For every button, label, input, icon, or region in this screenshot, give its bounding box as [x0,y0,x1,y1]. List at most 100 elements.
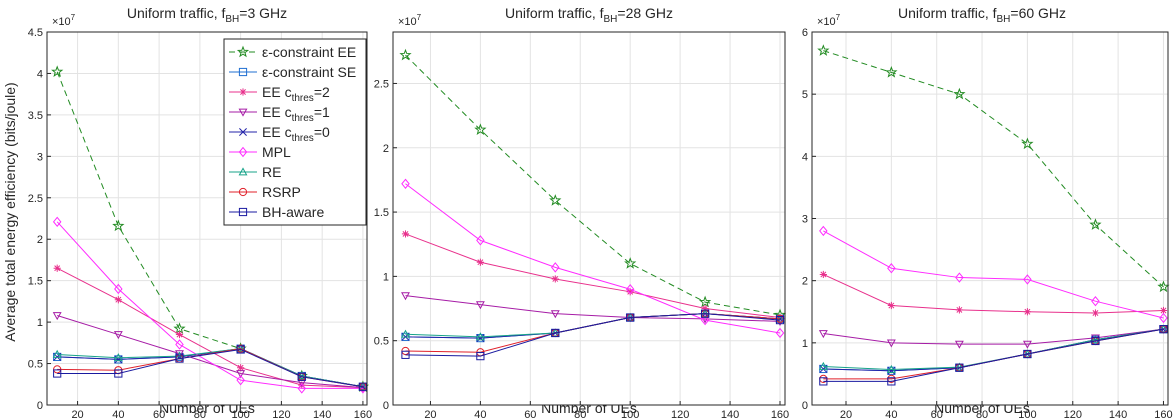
series-line-3 [56,267,363,389]
data-point [549,194,562,206]
plot-background [393,32,785,405]
x-tick-label: 140 [721,409,739,420]
data-point [175,330,184,339]
y-tick-label: 0.5 [374,336,389,348]
exponent-label-3: ×107 [817,13,841,28]
data-point [698,295,712,308]
data-point [701,309,710,318]
data-point [954,362,964,371]
data-point [1023,274,1032,285]
legend-marker [238,187,248,197]
y-tick-label: 2 [37,234,43,246]
data-point [1091,336,1100,346]
y-tick-label: 2.5 [374,78,389,90]
data-point [476,258,484,266]
x-tick-label: 100 [1018,409,1036,420]
data-point [51,65,64,77]
series-line-6 [823,230,1164,319]
legend-label: BH-aware [262,204,324,220]
y-tick-label: 4.5 [28,27,43,39]
data-point [298,381,306,389]
x-tick-label: 40 [885,409,897,420]
legend-label: RSRP [262,184,301,200]
data-point [887,263,896,274]
y-tick-label: 0 [37,400,43,412]
data-point [236,370,246,379]
data-point [52,312,62,321]
series-line-3 [823,273,1164,314]
data-point [476,235,485,246]
legend-marker [238,108,248,117]
y-tick-label: 5 [802,89,808,101]
x-tick-label: 120 [1064,409,1082,420]
y-axis-label: Average total energy efficiency (bits/jo… [2,82,18,341]
chart-title-1: Uniform traffic, fBH=3 GHz [127,5,287,25]
legend-entry: EE cthres=2 [229,84,330,104]
legend-marker [239,128,247,136]
plot-area-2: 20 40 60 80 100 120 140 160 0 0.5 1 1.5 2 2.5 [374,31,789,420]
data-point [550,310,560,319]
y-tick-label: 0 [383,400,389,412]
data-point [954,340,964,349]
data-point [114,283,123,295]
data-point [476,334,485,343]
legend-marker [238,67,248,77]
y-tick-label: 4 [37,68,43,80]
x-tick-label: 20 [424,409,436,420]
x-tick-label: 40 [112,409,124,420]
legend-entry: BH-aware [229,204,324,220]
series-line-4 [57,315,363,389]
data-point [775,327,785,339]
data-point [52,216,62,228]
data-point [551,328,560,338]
data-point [955,363,964,372]
data-point [1023,308,1032,316]
data-point [236,344,246,353]
data-point [818,330,828,339]
data-point [113,331,123,340]
data-point [401,350,410,359]
legend-marker [238,146,248,158]
legend-entry: EE cthres=0 [229,124,330,144]
data-point [401,292,410,301]
data-point [701,304,709,313]
data-point [297,372,306,381]
data-point [1091,309,1100,317]
data-point [624,257,637,269]
data-point [114,369,123,378]
x-tick-label: 20 [71,409,83,420]
y-tick-label: 1 [383,271,389,283]
data-point [236,374,245,386]
y-tick-label: 2.5 [28,193,43,205]
legend-label: RE [262,164,281,180]
data-point [1159,306,1168,315]
data-point [474,123,487,135]
y-tick-label: 3 [802,214,808,226]
data-point [399,48,412,61]
data-point [113,353,123,362]
data-point [885,65,898,78]
data-point [817,44,830,56]
y-tick-label: 0.5 [28,359,43,371]
data-point [551,275,559,283]
chart-title-2: Uniform traffic, fBH=28 GHz [505,5,673,25]
data-point [359,383,367,392]
data-point [887,377,896,386]
data-point [175,354,184,363]
y-tick-label: 4 [802,151,808,163]
x-tick-label: 80 [194,409,206,420]
x-tick-label: 60 [153,409,165,420]
legend-marker [238,207,248,217]
legend-entry: ε-constraint SE [229,64,356,80]
x-tick-label: 120 [671,409,689,420]
axes-box [46,31,368,406]
legend: ε-constraint EE ε-constraint SE EE cthres=… [223,38,367,226]
y-tick-label: 1.5 [374,207,389,219]
data-point [1090,335,1100,344]
y-tick-label: 3.5 [28,110,43,122]
data-point [1159,312,1168,324]
data-point [476,352,485,361]
data-point [700,314,710,326]
data-point [818,361,828,370]
data-point [1022,340,1032,349]
